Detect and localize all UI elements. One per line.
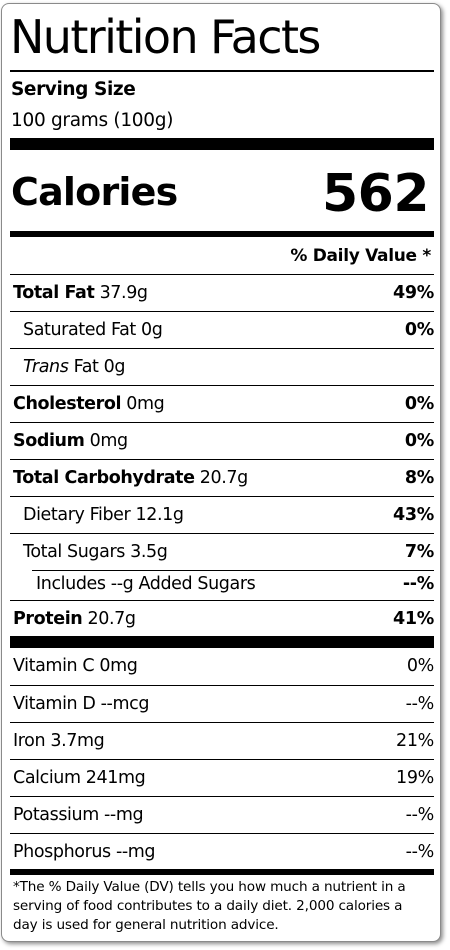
nutrient-name: Cholesterol 0mg	[13, 394, 165, 414]
vitamin-name: Calcium 241mg	[13, 768, 146, 788]
vitamin-name: Phosphorus --mg	[13, 842, 156, 862]
nutrient-pct: 0%	[404, 431, 434, 451]
nutrient-name: Includes --g Added Sugars	[36, 574, 256, 594]
nutrient-pct: 41%	[393, 609, 434, 629]
vitamin-pct: 19%	[396, 768, 434, 788]
vitamin-row-potassium: Potassium --mg --%	[10, 796, 434, 833]
nutrient-row-trans-fat: Trans Fat 0g	[10, 348, 434, 385]
serving-size-value: 100 grams (100g)	[11, 110, 174, 131]
nutrient-pct: 43%	[393, 505, 434, 525]
nutrient-name: Sodium 0mg	[13, 431, 128, 451]
nutrient-row-total-fat: Total Fat 37.9g 49%	[10, 274, 434, 311]
nutrient-name: Saturated Fat 0g	[23, 320, 163, 340]
nutrient-pct: 7%	[404, 542, 434, 562]
title-rule	[10, 70, 434, 72]
nutrient-row-total-carbohydrate: Total Carbohydrate 20.7g 8%	[10, 459, 434, 496]
nutrient-row-total-sugars: Total Sugars 3.5g 7%	[10, 533, 434, 570]
serving-size-label: Serving Size	[11, 79, 136, 100]
calories-medium-rule	[10, 231, 434, 237]
vitamin-name: Potassium --mg	[13, 805, 144, 825]
daily-value-header: % Daily Value *	[290, 246, 431, 266]
nutrient-pct: 8%	[404, 468, 434, 488]
calories-value: 562	[321, 164, 430, 224]
daily-value-footnote: *The % Daily Value (DV) tells you how mu…	[13, 879, 406, 933]
nutrient-pct: 49%	[393, 283, 434, 303]
nutrient-row-protein: Protein 20.7g 41%	[10, 600, 434, 637]
vitamin-row-iron: Iron 3.7mg 21%	[10, 722, 434, 759]
nutrient-row-added-sugars: Includes --g Added Sugars --%	[10, 570, 434, 600]
nutrition-facts-label	[1, 3, 441, 942]
nutrient-row-cholesterol: Cholesterol 0mg 0%	[10, 385, 434, 422]
label-title: Nutrition Facts	[10, 10, 321, 64]
nutrient-pct: 0%	[404, 394, 434, 414]
vitamin-pct: 0%	[406, 656, 434, 676]
nutrient-name: Total Fat 37.9g	[13, 283, 148, 303]
vitamin-pct: 21%	[396, 731, 434, 751]
vitamins-thick-rule	[10, 636, 434, 648]
vitamin-name: Vitamin D --mcg	[13, 694, 150, 714]
nutrient-name: Total Carbohydrate 20.7g	[13, 468, 248, 488]
nutrient-row-sodium: Sodium 0mg 0%	[10, 422, 434, 459]
nutrient-name: Protein 20.7g	[13, 609, 136, 629]
vitamin-pct: --%	[405, 694, 435, 714]
calories-label: Calories	[11, 170, 178, 214]
nutrient-pct: 0%	[404, 320, 434, 340]
vitamin-row-vitamin-c: Vitamin C 0mg 0%	[10, 648, 434, 685]
added-sugars-rule	[32, 570, 434, 571]
vitamin-pct: --%	[405, 842, 435, 862]
vitamin-pct: --%	[405, 805, 435, 825]
nutrient-row-dietary-fiber: Dietary Fiber 12.1g 43%	[10, 496, 434, 533]
nutrient-name: Dietary Fiber 12.1g	[23, 505, 184, 525]
nutrient-name: Total Sugars 3.5g	[23, 542, 168, 562]
nutrient-pct: --%	[402, 574, 434, 594]
vitamin-name: Iron 3.7mg	[13, 731, 105, 751]
nutrient-row-saturated-fat: Saturated Fat 0g 0%	[10, 311, 434, 348]
vitamin-row-vitamin-d: Vitamin D --mcg --%	[10, 685, 434, 722]
vitamin-row-calcium: Calcium 241mg 19%	[10, 759, 434, 796]
nutrient-name: Trans Fat 0g	[23, 357, 126, 377]
serving-thick-rule	[10, 138, 434, 150]
footnote-rule	[10, 869, 434, 875]
vitamin-name: Vitamin C 0mg	[13, 656, 138, 676]
vitamin-row-phosphorus: Phosphorus --mg --%	[10, 833, 434, 870]
